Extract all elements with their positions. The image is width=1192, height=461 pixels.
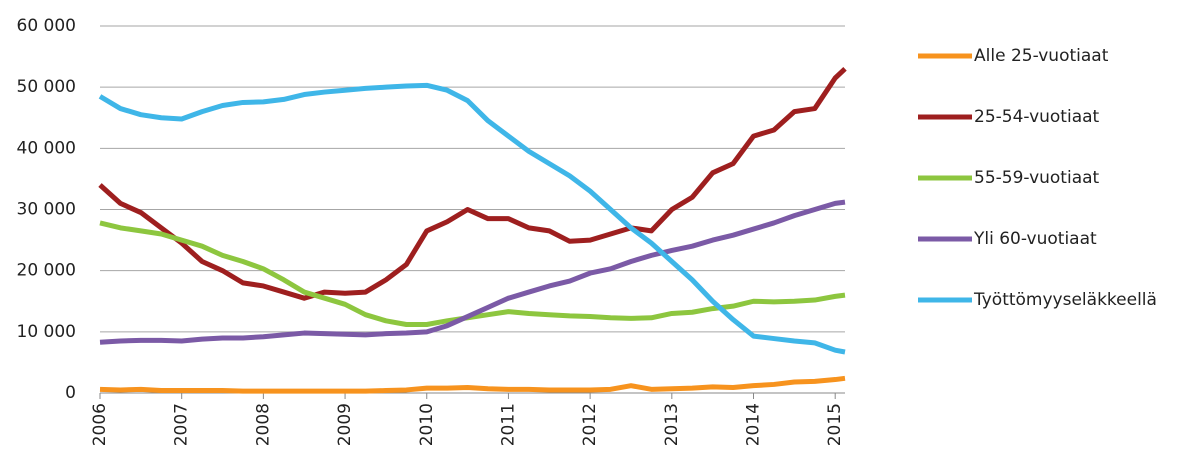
series-line xyxy=(99,199,846,345)
series-line xyxy=(98,66,847,301)
x-tick-label: 2014 xyxy=(744,403,764,446)
legend-label: Työttömyyseläkkeellä xyxy=(973,290,1157,310)
series-line xyxy=(99,220,846,327)
legend-label: 25-54-vuotiaat xyxy=(974,107,1100,127)
x-tick-label: 2010 xyxy=(417,403,437,446)
legend-label: 55-59-vuotiaat xyxy=(974,168,1100,188)
y-tick-label: 20 000 xyxy=(17,261,76,281)
x-tick-label: 2011 xyxy=(498,403,518,446)
x-tick-label: 2009 xyxy=(335,403,355,446)
y-tick-label: 50 000 xyxy=(17,77,76,97)
y-tick-label: 0 xyxy=(65,383,76,403)
y-tick-label: 30 000 xyxy=(17,200,76,220)
x-tick-label: 2008 xyxy=(253,403,273,446)
x-tick-label: 2015 xyxy=(825,403,845,446)
y-tick-label: 40 000 xyxy=(17,138,76,158)
series-line xyxy=(99,375,846,394)
legend-label: Alle 25-vuotiaat xyxy=(974,46,1109,66)
series-line xyxy=(98,82,846,355)
x-tick-label: 2007 xyxy=(172,403,192,446)
y-tick-label: 10 000 xyxy=(17,322,76,342)
x-tick-label: 2006 xyxy=(90,403,110,446)
y-tick-label: 60 000 xyxy=(17,16,76,36)
legend-label: Yli 60-vuotiaat xyxy=(973,229,1097,249)
x-tick-label: 2013 xyxy=(662,403,682,446)
x-tick-label: 2012 xyxy=(580,403,600,446)
